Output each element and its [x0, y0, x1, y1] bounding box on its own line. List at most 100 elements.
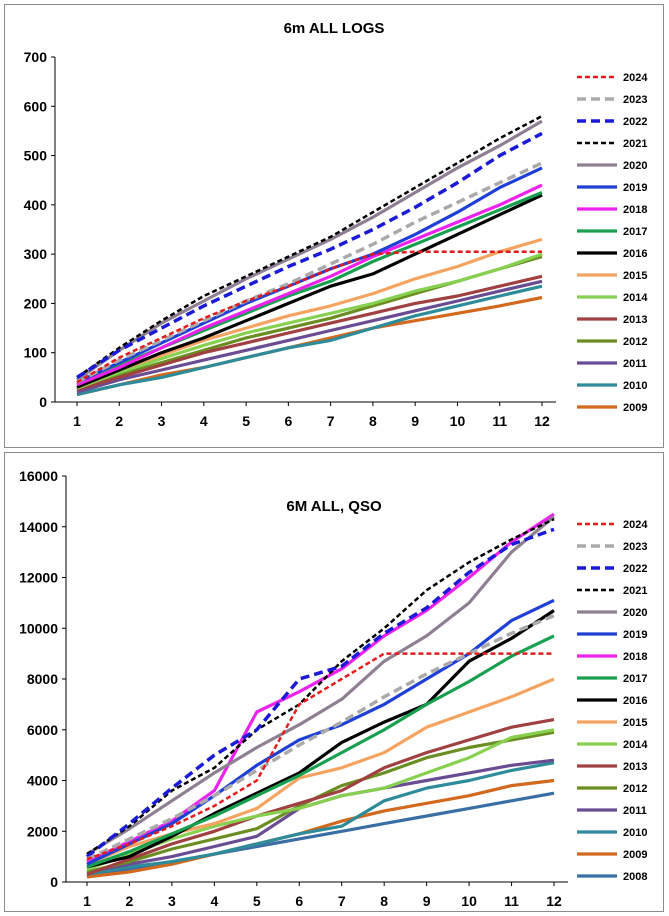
- x-tick-label: 12: [534, 413, 550, 429]
- y-tick-label: 500: [24, 148, 48, 164]
- legend-label-2015: 2015: [623, 717, 647, 729]
- y-tick-label: 16000: [19, 468, 58, 484]
- y-tick-label: 600: [24, 98, 48, 114]
- legend-label-2018: 2018: [623, 651, 647, 663]
- legend-label-2013: 2013: [623, 761, 647, 773]
- legend-label-2022: 2022: [623, 116, 647, 128]
- series-line-2010: [76, 284, 543, 397]
- x-tick-label: 10: [450, 413, 466, 429]
- y-tick-label: 700: [24, 49, 48, 65]
- series-line-2020: [86, 515, 556, 856]
- series-line-2011: [76, 279, 543, 394]
- legend-label-2020: 2020: [623, 160, 647, 172]
- y-tick-label: 300: [24, 246, 48, 262]
- legend-label-2020: 2020: [623, 607, 647, 619]
- x-tick-label: 3: [158, 413, 166, 429]
- legend-label-2010: 2010: [623, 827, 647, 839]
- legend-label-2011: 2011: [623, 805, 647, 817]
- x-tick-label: 9: [423, 893, 431, 909]
- x-tick-label: 4: [200, 413, 208, 429]
- legend-label-2009: 2009: [623, 849, 647, 861]
- series-line-2021: [86, 517, 555, 856]
- series-line-2014: [76, 252, 543, 390]
- series-line-2017: [86, 634, 555, 869]
- legend-label-2010: 2010: [623, 380, 647, 392]
- x-tick-label: 11: [492, 413, 507, 429]
- legend-label-2012: 2012: [623, 783, 647, 795]
- y-tick-label: 6000: [27, 722, 58, 738]
- legend-label-2024: 2024: [623, 519, 648, 531]
- y-tick-label: 14000: [19, 519, 58, 535]
- series-line-2021: [76, 114, 543, 379]
- legend-label-2008: 2008: [623, 871, 647, 883]
- legend-label-2017: 2017: [623, 673, 647, 685]
- series-line-2022: [85, 527, 555, 858]
- legend-label-2022: 2022: [623, 563, 647, 575]
- y-tick-label: 100: [24, 345, 48, 361]
- x-tick-label: 10: [461, 893, 477, 909]
- legend-label-2024: 2024: [623, 72, 648, 84]
- y-tick-label: 4000: [27, 773, 58, 789]
- series-line-2018: [86, 512, 555, 864]
- legend-label-2023: 2023: [623, 94, 647, 106]
- chart-logs: 6m ALL LOGS 0 100 200 300 400 500 600 700 1 2 3 4 5 6…: [4, 4, 664, 448]
- legend-label-2012: 2012: [623, 336, 647, 348]
- series-line-2019: [76, 166, 543, 384]
- chart-qso: 6M ALL, QSO 0 2000 4000 6000 8000 10000 12000 1…: [4, 452, 664, 912]
- x-tick-label: 9: [411, 413, 419, 429]
- x-tick-label: 2: [115, 413, 123, 429]
- x-tick-label: 11: [504, 893, 519, 909]
- y-tick-label: 0: [39, 394, 47, 410]
- y-tick-label: 200: [24, 295, 48, 311]
- x-tick-label: 1: [73, 413, 81, 429]
- series-line-2022: [76, 131, 543, 379]
- legend-label-2015: 2015: [623, 270, 647, 282]
- x-tick-label: 12: [546, 893, 562, 909]
- series-line-2015: [76, 237, 543, 389]
- x-tick-label: 6: [284, 413, 292, 429]
- series-line-2016: [86, 609, 555, 869]
- chart-title: 6m ALL LOGS: [284, 20, 385, 37]
- series-line-2023: [76, 161, 543, 384]
- x-tick-label: 7: [338, 893, 346, 909]
- series-line-2013: [86, 718, 555, 876]
- legend-label-2018: 2018: [623, 204, 647, 216]
- chart-title: 6M ALL, QSO: [286, 498, 382, 515]
- legend-label-2013: 2013: [623, 314, 647, 326]
- series-line-2018: [76, 183, 543, 387]
- series-line-2016: [76, 193, 543, 389]
- x-tick-label: 3: [168, 893, 176, 909]
- x-tick-label: 6: [295, 893, 303, 909]
- y-tick-label: 0: [50, 874, 58, 890]
- legend-label-2009: 2009: [623, 402, 647, 414]
- y-tick-label: 2000: [27, 823, 58, 839]
- x-tick-label: 2: [126, 893, 134, 909]
- series-line-2023: [86, 613, 555, 861]
- series-line-2019: [86, 598, 555, 866]
- y-tick-label: 8000: [27, 671, 58, 687]
- y-tick-label: 10000: [19, 620, 58, 636]
- legend-label-2014: 2014: [623, 292, 648, 304]
- x-tick-label: 1: [83, 893, 91, 909]
- series-line-2010: [86, 761, 555, 876]
- x-tick-label: 4: [210, 893, 218, 909]
- x-tick-label: 7: [327, 413, 335, 429]
- y-tick-label: 12000: [19, 570, 58, 586]
- x-tick-label: 8: [380, 893, 388, 909]
- legend-label-2014: 2014: [623, 739, 648, 751]
- y-tick-label: 400: [24, 197, 48, 213]
- x-tick-label: 5: [242, 413, 250, 429]
- series-line-2024: [86, 652, 554, 861]
- chart-qso-svg: 6M ALL, QSO 0 2000 4000 6000 8000 10000 12000 1…: [19, 468, 648, 909]
- series-line-2013: [76, 274, 543, 392]
- x-tick-label: 5: [253, 893, 261, 909]
- series-line-2020: [76, 119, 543, 382]
- series-line-2009: [86, 778, 555, 879]
- legend-label-2019: 2019: [623, 182, 647, 194]
- legend-label-2021: 2021: [623, 138, 647, 150]
- legend-label-2021: 2021: [623, 585, 647, 597]
- x-tick-label: 8: [369, 413, 377, 429]
- legend-label-2011: 2011: [623, 358, 647, 370]
- legend-label-2019: 2019: [623, 629, 647, 641]
